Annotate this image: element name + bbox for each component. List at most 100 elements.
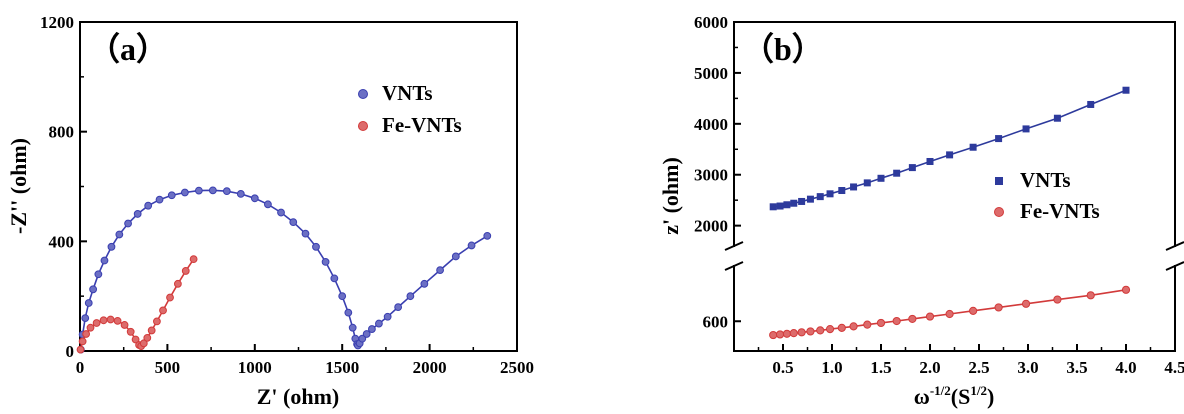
panel-a-data-point xyxy=(78,337,87,346)
panel-a-data-point xyxy=(106,315,115,324)
panel-b-data-point xyxy=(816,326,825,335)
panel-b-data-point xyxy=(908,164,916,172)
panel-b-x-tick-label: 1.0 xyxy=(821,358,842,377)
panel-a-data-point xyxy=(189,255,198,264)
panel-a-data-point xyxy=(383,312,392,321)
panel-a-data-point xyxy=(368,325,376,333)
panel-a-data-point xyxy=(113,316,122,325)
panel-b-data-point xyxy=(969,306,978,315)
panel-b-data-point xyxy=(806,195,814,203)
panel-b-data-point xyxy=(876,318,886,328)
panel-a: （a） Z' (ohm) -Z'' (ohm) 0 500 1000 1500 2000… xyxy=(6,13,534,409)
panel-a-data-point xyxy=(155,195,164,204)
panel-a-data-point xyxy=(89,285,98,294)
panel-b-data-point xyxy=(877,174,885,182)
panel-b-data-point xyxy=(995,135,1003,143)
panel-b-y-tick-label: 5000 xyxy=(694,64,728,83)
panel-a-data-point xyxy=(362,330,371,338)
panel-b-y-tick-label: 4000 xyxy=(694,115,728,134)
panel-b-data-point xyxy=(776,202,784,210)
panel-a-data-point xyxy=(94,270,103,279)
panel-b-data-point xyxy=(798,197,806,205)
panel-a-x-tick-label: 2500 xyxy=(500,358,534,377)
panel-a-legend-label: VNTs xyxy=(382,81,433,105)
panel-a-data-point xyxy=(99,316,108,325)
panel-a-data-point xyxy=(420,279,429,288)
panel-a-data-point xyxy=(321,257,330,266)
panel-b-x-axis-label: ω-1/2(S1/2) xyxy=(914,383,995,409)
panel-b-data-point xyxy=(825,325,835,334)
panel-b-legend-marker xyxy=(994,207,1004,217)
panel-a-data-point xyxy=(143,333,152,342)
panel-a-legend-label: Fe-VNTs xyxy=(382,113,462,137)
panel-b-data-point xyxy=(806,327,815,336)
panel-b-break-gap xyxy=(725,247,743,265)
panel-b-data-point xyxy=(1053,295,1062,304)
panel-b-x-tick-label: 4.0 xyxy=(1115,358,1136,377)
panel-a-x-tick-label: 500 xyxy=(155,358,181,377)
panel-b-data-point xyxy=(1086,291,1095,300)
panel-b-data-point xyxy=(945,309,954,319)
panel-a-ticks: 0 500 1000 1500 2000 2500 0 400 800 1200 xyxy=(40,13,534,377)
panel-a-data-point xyxy=(312,242,320,251)
panel-b-data-point xyxy=(789,329,798,338)
panel-b-data-point xyxy=(797,328,806,337)
panel-b-data-point xyxy=(1122,86,1130,94)
panel-a-y-tick-label: 1200 xyxy=(40,13,74,32)
panel-b-legend-label: Fe-VNTs xyxy=(1020,199,1100,223)
panel-b-label: （b） xyxy=(742,31,824,67)
panel-a-data-point xyxy=(348,323,357,332)
panel-a-data-point xyxy=(126,327,135,336)
panel-a-series-line-0 xyxy=(80,189,488,350)
panel-a-data-point xyxy=(173,279,182,288)
panel-b-data-point xyxy=(826,190,834,198)
panel-a-data-point xyxy=(194,186,203,195)
panel-a-data-point xyxy=(406,292,415,301)
panel-b-y-tick-label: 6000 xyxy=(694,13,728,32)
panel-a-data-point xyxy=(159,306,167,315)
panel-b-data-point xyxy=(946,151,954,159)
panel-b-y-tick-label: 600 xyxy=(703,312,729,331)
panel-a-data-point xyxy=(181,267,190,275)
panel-b-ticks: 0.5 1.0 1.5 2.0 2.5 3.0 3.5 4.0 4.5 2000 3000 4000 5… xyxy=(694,13,1184,377)
panel-a-data-point xyxy=(84,299,93,307)
panel-b-break-gap xyxy=(1166,247,1184,265)
panel-a-data-point xyxy=(81,314,90,323)
panel-a-legend: VNTs Fe-VNTs xyxy=(358,81,462,137)
panel-a-data-point xyxy=(236,190,245,198)
panel-a-data xyxy=(76,186,492,354)
panel-b-data-point xyxy=(769,203,777,211)
panel-a-x-tick-label: 1500 xyxy=(325,358,359,377)
panel-a-data-point xyxy=(451,252,460,261)
panel-b-data-point xyxy=(837,323,846,332)
panel-b-data-point xyxy=(925,312,935,321)
panel-b-frame xyxy=(733,21,1176,352)
panel-b-data xyxy=(769,86,1131,340)
panel-b-break-mark xyxy=(724,261,744,271)
panel-a-data-point xyxy=(82,330,91,338)
panel-b-data-point xyxy=(926,157,934,165)
panel-a-data-point xyxy=(167,191,176,200)
panel-a-data-point xyxy=(208,186,217,195)
panel-b-x-tick-label: 3.0 xyxy=(1017,358,1038,377)
panel-b-x-tick-label: 1.5 xyxy=(870,358,891,377)
panel-b-y-tick-label: 2000 xyxy=(694,217,728,236)
panel-a-y-tick-label: 800 xyxy=(49,123,75,142)
panel-a-data-point xyxy=(76,345,85,354)
panel-b-x-tick-label: 2.5 xyxy=(968,358,989,377)
panel-b-break-mark xyxy=(1165,241,1184,251)
panel-a-y-tick-label: 400 xyxy=(49,232,75,251)
panel-a-data-point xyxy=(180,188,189,197)
panel-b-data-point xyxy=(783,201,791,209)
panel-a-data-point xyxy=(375,319,383,328)
panel-b-data-point xyxy=(863,179,871,187)
panel-a-data-point xyxy=(394,303,403,312)
panel-b-x-tick-label: 4.5 xyxy=(1164,358,1184,377)
panel-a-data-point xyxy=(277,208,285,217)
panel-b-data-point xyxy=(790,199,798,207)
panel-a-y-axis-label: -Z'' (ohm) xyxy=(6,138,31,234)
panel-a-data-point xyxy=(124,219,132,228)
panel-a-data-point xyxy=(107,242,116,251)
panel-b-data-point xyxy=(863,320,872,329)
panel-a-data-point xyxy=(120,321,129,329)
